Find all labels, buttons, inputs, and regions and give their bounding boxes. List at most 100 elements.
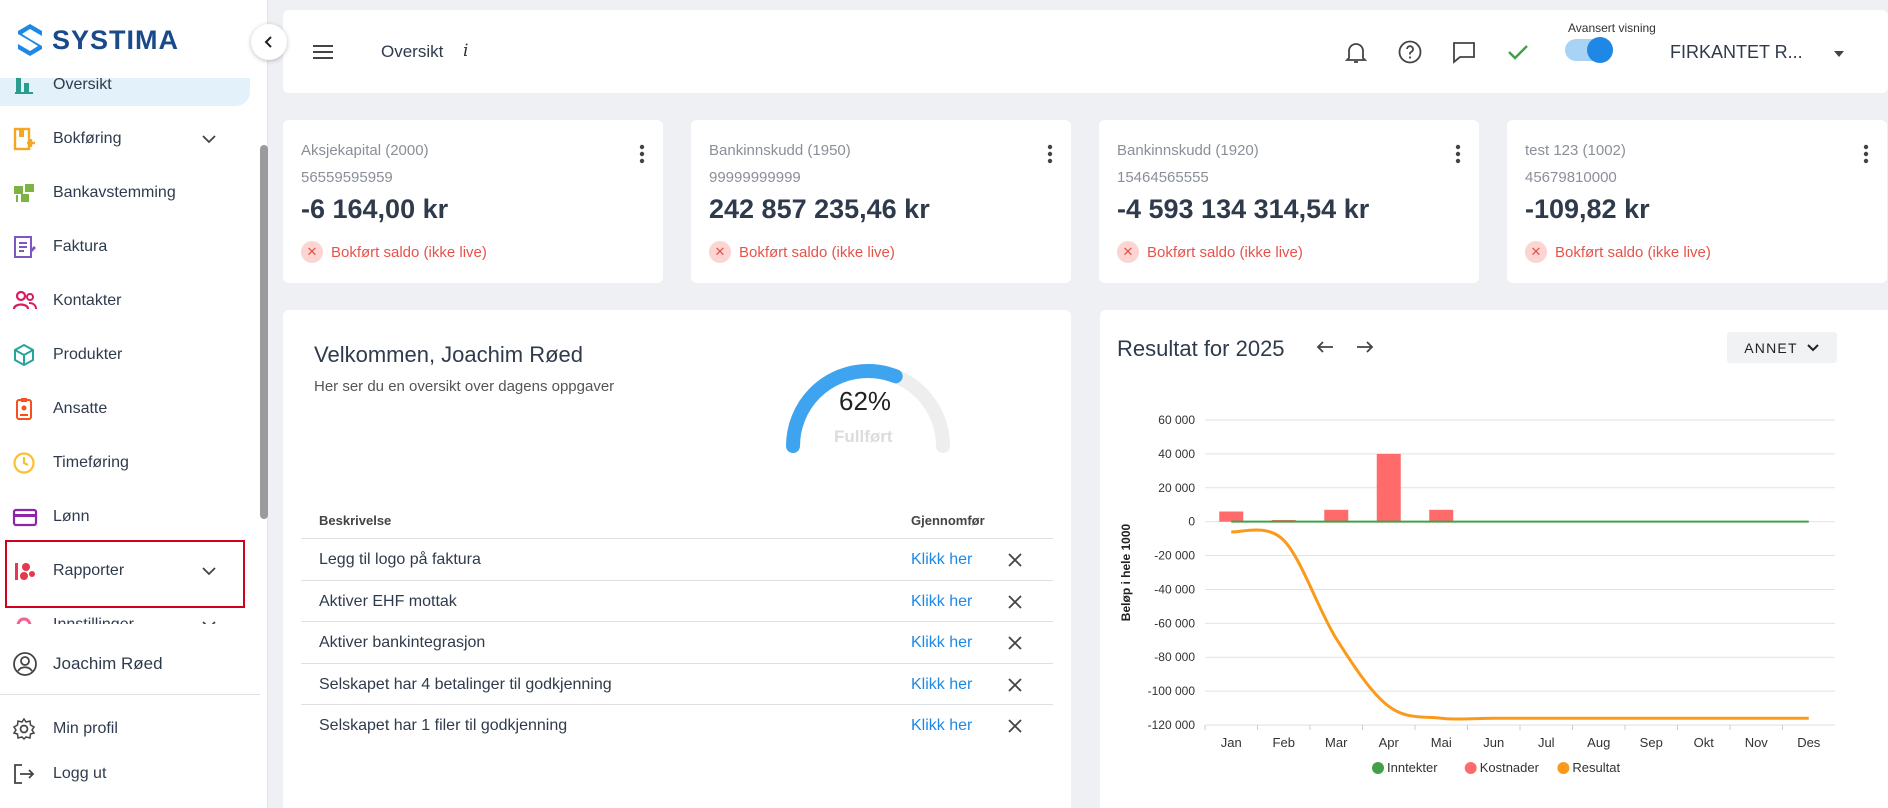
result-chart: 60 000 40 000 20 000 0 -20 000 -40 000 -60 000…: [1119, 413, 1835, 775]
filter-dropdown-button[interactable]: ANNET: [1727, 332, 1837, 363]
sidebar-item-rapporter[interactable]: Rapporter: [0, 550, 250, 592]
account-number: 56559595959: [301, 169, 393, 186]
x-tick-label: Jul: [1538, 735, 1555, 750]
page-title: Oversikt: [381, 42, 444, 61]
progress-percent: 62%: [839, 386, 892, 416]
y-tick-label: -20 000: [1154, 549, 1195, 563]
account-balance: -4 593 134 314,54 kr: [1117, 194, 1370, 224]
highlight-annotation: [5, 540, 245, 608]
chevron-down-icon[interactable]: [200, 616, 218, 624]
account-balance: 242 857 235,46 kr: [709, 194, 930, 224]
chat-icon[interactable]: [1451, 39, 1477, 65]
balance-status: ✕ Bokført saldo (ikke live): [1117, 241, 1303, 263]
bookkeeping-icon: [13, 127, 35, 151]
sidebar-item-label: Rapporter: [53, 562, 125, 579]
logout-icon: [14, 764, 35, 784]
sidebar-item-produkter[interactable]: Produkter: [0, 334, 250, 376]
employees-icon: [16, 398, 32, 420]
sidebar-item-timeforing[interactable]: Timeføring: [0, 442, 250, 484]
sidebar-item-kontakter[interactable]: Kontakter: [0, 280, 250, 322]
chevron-down-icon[interactable]: [200, 130, 218, 148]
sidebar-item-bankavstemming[interactable]: Bankavstemming: [0, 172, 250, 214]
more-vertical-icon[interactable]: [1047, 144, 1053, 164]
bank-reconcile-icon: [14, 184, 34, 202]
line-resultat: [1231, 528, 1809, 721]
brand-name: SYSTIMA: [52, 24, 180, 55]
sidebar-item-innstillinger[interactable]: Innstillinger: [0, 604, 250, 624]
sidebar-item-label: Kontakter: [53, 292, 122, 309]
account-card[interactable]: Bankinnskudd (1920) 15464565555 -4 593 1…: [1099, 120, 1479, 283]
top-header: Oversikt i Avansert visning FIRKANTET R.…: [283, 10, 1888, 93]
logout-link[interactable]: Logg ut: [12, 762, 106, 786]
sidebar: SYSTIMA Oversikt Bokføring Bankavstemmin…: [0, 0, 268, 808]
sidebar-item-faktura[interactable]: Faktura: [0, 226, 250, 268]
column-header-action: Gjennomfør: [911, 513, 985, 528]
sidebar-item-lonn[interactable]: Lønn: [0, 496, 250, 538]
dismiss-icon[interactable]: [1007, 718, 1023, 734]
advanced-view-toggle[interactable]: [1565, 37, 1613, 63]
more-vertical-icon[interactable]: [1863, 144, 1869, 164]
task-description: Selskapet har 4 betalinger til godkjenni…: [319, 675, 612, 693]
legend-label: Inntekter: [1387, 760, 1438, 775]
dismiss-icon[interactable]: [1007, 552, 1023, 568]
bell-icon[interactable]: [1343, 39, 1369, 65]
advanced-view-label: Avansert visning: [1568, 21, 1656, 35]
sidebar-scrollbar[interactable]: [260, 145, 268, 519]
reports-icon: [15, 563, 35, 580]
info-icon[interactable]: i: [463, 41, 469, 61]
x-tick-label: Okt: [1694, 735, 1715, 750]
toggle-knob: [1587, 37, 1613, 63]
progress-gauge: [786, 364, 950, 453]
account-card[interactable]: Aksjekapital (2000) 56559595959 -6 164,0…: [283, 120, 663, 283]
filter-label: ANNET: [1744, 339, 1798, 356]
sidebar-item-bokforing[interactable]: Bokføring: [0, 118, 250, 160]
systima-logo-icon: [18, 24, 42, 56]
products-icon: [14, 343, 34, 367]
account-number: 99999999999: [709, 169, 801, 186]
min-profil-link[interactable]: Min profil: [12, 717, 118, 741]
sidebar-collapse-button[interactable]: [251, 24, 287, 60]
caret-down-icon[interactable]: [1832, 49, 1846, 59]
more-vertical-icon[interactable]: [1455, 144, 1461, 164]
chevron-down-icon[interactable]: [200, 562, 218, 580]
sidebar-item-ansatte[interactable]: Ansatte: [0, 388, 250, 430]
task-action-link[interactable]: Klikk her: [911, 717, 973, 734]
brand-logo[interactable]: SYSTIMA: [16, 22, 179, 58]
sidebar-divider: [0, 694, 260, 695]
sidebar-item-oversikt[interactable]: Oversikt: [0, 78, 250, 106]
task-action-link[interactable]: Klikk her: [911, 675, 973, 693]
status-text: Bokført saldo (ikke live): [1147, 243, 1303, 261]
sidebar-item-label: Lønn: [53, 508, 90, 525]
help-icon[interactable]: [1397, 39, 1423, 65]
check-icon[interactable]: [1505, 39, 1531, 65]
more-vertical-icon[interactable]: [639, 144, 645, 164]
task-action-link[interactable]: Klikk her: [911, 551, 973, 568]
sidebar-item-label: Ansatte: [53, 400, 108, 417]
y-axis-label: Beløp i hele 1000: [1119, 523, 1133, 621]
table-row: Selskapet har 1 filer til godkjenning Kl…: [301, 705, 1053, 747]
task-action-link[interactable]: Klikk her: [911, 592, 973, 610]
clock-icon: [13, 452, 35, 474]
invoice-icon: [14, 236, 36, 258]
balance-status: ✕ Bokført saldo (ikke live): [301, 241, 487, 263]
account-balance: -109,82 kr: [1525, 194, 1650, 224]
contacts-icon: [12, 290, 37, 310]
account-card[interactable]: test 123 (1002) 45679810000 -109,82 kr ✕…: [1507, 120, 1887, 283]
account-name: Bankinnskudd (1920): [1117, 142, 1259, 159]
arrow-left-icon[interactable]: [1315, 340, 1335, 354]
dismiss-icon[interactable]: [1007, 635, 1023, 651]
min-profil-label: Min profil: [53, 720, 118, 737]
account-number: 45679810000: [1525, 169, 1617, 186]
task-action-link[interactable]: Klikk her: [911, 634, 973, 651]
hamburger-menu-icon[interactable]: [311, 43, 335, 61]
dismiss-icon[interactable]: [1007, 677, 1023, 693]
chevron-down-icon: [1807, 343, 1819, 351]
y-tick-label: 60 000: [1158, 413, 1195, 427]
account-card[interactable]: Bankinnskudd (1950) 99999999999 242 857 …: [691, 120, 1071, 283]
arrow-right-icon[interactable]: [1355, 340, 1375, 354]
y-tick-label: -120 000: [1148, 718, 1196, 732]
table-row: Aktiver bankintegrasjon Klikk her: [301, 622, 1053, 664]
user-profile[interactable]: Joachim Røed: [12, 651, 163, 677]
company-selector[interactable]: FIRKANTET R...: [1670, 42, 1803, 62]
dismiss-icon[interactable]: [1007, 594, 1023, 610]
